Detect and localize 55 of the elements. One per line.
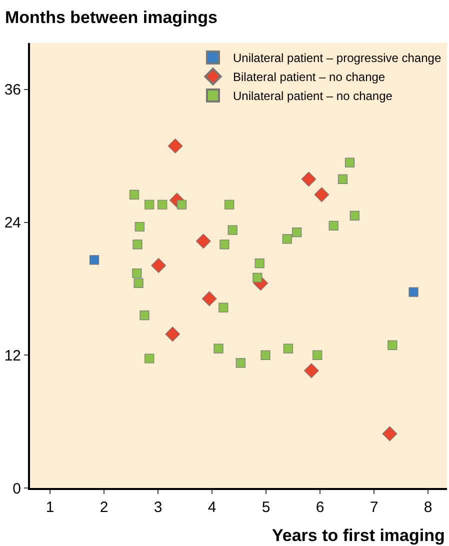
point xyxy=(408,287,418,297)
legend-label: Bilateral patient – no change xyxy=(233,70,386,84)
x-tick-label: 2 xyxy=(100,499,108,516)
point xyxy=(218,302,228,312)
point xyxy=(134,222,144,232)
x-tick-label: 3 xyxy=(154,499,162,516)
point xyxy=(196,234,211,249)
point xyxy=(382,426,398,442)
legend-label: Unilateral patient – no change xyxy=(233,89,393,104)
point xyxy=(214,344,224,354)
point xyxy=(151,258,166,273)
x-tick-label: 6 xyxy=(316,499,324,516)
point xyxy=(314,187,330,202)
point xyxy=(224,200,234,210)
point xyxy=(134,278,144,288)
point xyxy=(328,220,338,230)
point xyxy=(144,354,154,364)
point xyxy=(252,272,262,282)
point xyxy=(168,138,183,154)
point xyxy=(132,240,142,250)
point xyxy=(236,358,246,368)
y-axis-title: Months between imagings xyxy=(5,8,218,27)
point xyxy=(144,200,154,210)
y-tick-label: 12 xyxy=(4,347,21,364)
x-tick-label: 8 xyxy=(424,499,432,516)
legend-label: Unilateral patient – progressive change xyxy=(233,51,442,66)
point xyxy=(132,268,142,278)
point xyxy=(129,190,140,200)
x-tick-label: 4 xyxy=(208,499,216,516)
point xyxy=(228,225,238,235)
point xyxy=(202,291,217,306)
x-axis-title: Years to first imaging xyxy=(272,526,445,545)
point xyxy=(283,344,293,354)
point xyxy=(140,310,150,320)
point xyxy=(344,158,355,168)
y-tick-label: 24 xyxy=(4,214,21,232)
x-tick-label: 5 xyxy=(262,499,270,516)
point xyxy=(304,363,319,378)
point xyxy=(292,227,302,238)
point xyxy=(220,240,230,250)
point xyxy=(388,340,398,350)
point xyxy=(254,258,264,268)
x-tick-label: 1 xyxy=(46,499,54,516)
point xyxy=(338,174,348,184)
point xyxy=(89,255,100,265)
y-tick-label: 36 xyxy=(4,82,21,99)
point xyxy=(301,172,316,187)
point xyxy=(260,350,270,360)
x-tick-label: 7 xyxy=(370,499,378,516)
point xyxy=(350,210,360,220)
point xyxy=(282,234,292,244)
point xyxy=(312,350,322,360)
point xyxy=(165,326,180,342)
y-tick-label: 0 xyxy=(12,480,21,498)
point xyxy=(158,200,168,210)
